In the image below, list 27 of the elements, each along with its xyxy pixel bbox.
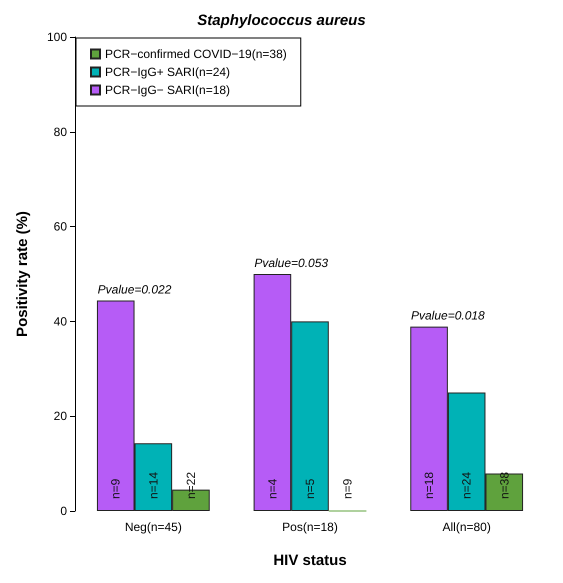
annotation: n=22 (184, 472, 198, 499)
annotation: Pvalue=0.022 (98, 282, 172, 297)
annotation: Pvalue=0.018 (411, 308, 486, 323)
chart-title: Staphylococcus aureus (197, 12, 366, 29)
legend-label: PCR−confirmed COVID−19(n=38) (105, 47, 287, 61)
annotation: n=14 (146, 472, 160, 499)
x-axis-title: HIV status (273, 552, 347, 569)
y-tick-label: 100 (46, 30, 68, 44)
y-tick-label: 0 (60, 504, 68, 518)
annotation: n=4 (265, 478, 280, 499)
annotation: n=38 (497, 472, 512, 499)
annotation: n=18 (422, 472, 436, 499)
annotation: n=5 (303, 478, 317, 499)
annotation: Pvalue=0.053 (254, 256, 328, 270)
annotation: n=24 (460, 472, 474, 499)
annotation: n=9 (340, 478, 355, 499)
y-axis-title: Positivity rate (%) (14, 211, 31, 337)
y-tick-label: 40 (54, 314, 68, 328)
x-tick-label: Neg(n=45) (124, 520, 182, 534)
x-tick-label: Pos(n=18) (282, 520, 338, 534)
annotation: n=9 (108, 478, 123, 499)
legend-label: PCR−IgG+ SARI(n=24) (105, 65, 230, 79)
x-tick-label: All(n=80) (442, 520, 491, 534)
y-tick-label: 20 (54, 409, 68, 424)
y-tick-label: 80 (54, 124, 68, 139)
y-tick-label: 60 (54, 220, 68, 234)
legend-label: PCR−IgG− SARI(n=18) (105, 83, 230, 97)
